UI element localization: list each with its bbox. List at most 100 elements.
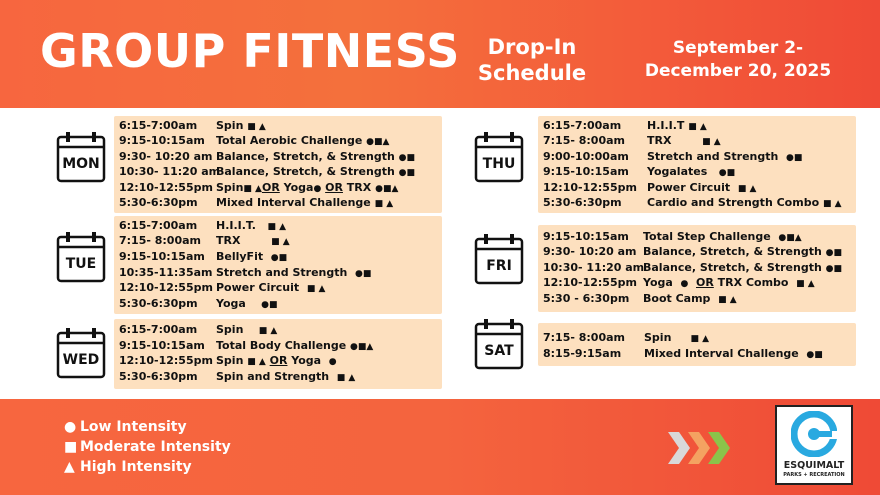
schedule-line: Schedule — [477, 61, 587, 85]
legend-label: High Intensity — [80, 459, 192, 475]
intensity-legend: ● Low Intensity ■ Moderate Intensity ▲ High… — [64, 417, 231, 477]
class-time: 9:15-10:15am — [119, 134, 205, 147]
date-range: September 2- December 20, 2025 — [632, 37, 844, 83]
class-time: 7:15- 8:00am — [543, 134, 626, 147]
day-label: WED — [62, 352, 100, 368]
class-name: Power Circuit ■ ▲ — [216, 281, 326, 294]
calendar-icon: SAT — [474, 318, 524, 370]
logo-subtitle: PARKS + RECREATION — [783, 472, 845, 478]
class-name: Mixed Interval Challenge ●■ — [644, 347, 823, 360]
class-name: Stretch and Strength ●■ — [216, 266, 372, 279]
class-time: 9:30- 10:20 am — [543, 245, 637, 258]
schedule-box-fri: 9:15-10:15am Total Step Challenge ●■▲ 9:3… — [538, 225, 856, 312]
class-time: 12:10-12:55pm — [543, 181, 637, 194]
calendar-icon: FRI — [474, 233, 524, 285]
class-name: Yoga ● OR TRX Combo ■ ▲ — [643, 276, 815, 289]
schedule-box-sat: 7:15- 8:00am Spin ■ ▲ 8:15-9:15am Mixed In… — [538, 323, 856, 366]
schedule-box-tue: 6:15-7:00am H.I.I.T. ■ ▲ 7:15- 8:00am TRX … — [114, 216, 442, 314]
class-name: Spin ■ ▲ — [644, 331, 710, 344]
class-name: Balance, Stretch, & Strength ●■ — [216, 150, 415, 163]
class-time: 5:30 - 6:30pm — [543, 292, 630, 305]
class-time: 9:30- 10:20 am — [119, 150, 213, 163]
legend-high: ▲ High Intensity — [64, 457, 231, 477]
class-time: 5:30-6:30pm — [119, 370, 198, 383]
class-time: 6:15-7:00am — [119, 119, 198, 132]
schedule-box-thu: 6:15-7:00am H.I.I.T ■ ▲ 7:15- 8:00am TRX ■… — [538, 116, 856, 213]
class-name: Yoga ●■ — [216, 297, 278, 310]
class-time: 9:15-10:15am — [119, 339, 205, 352]
class-time: 7:15- 8:00am — [119, 234, 202, 247]
class-time: 5:30-6:30pm — [543, 196, 622, 209]
class-time: 9:15-10:15am — [119, 250, 205, 263]
class-name: Mixed Interval Challenge ■ ▲ — [216, 196, 394, 209]
class-time: 12:10-12:55pm — [119, 181, 213, 194]
page-title: GROUP FITNESS — [40, 24, 460, 78]
day-label: MON — [62, 156, 100, 172]
class-time: 9:15-10:15am — [543, 165, 629, 178]
class-time: 6:15-7:00am — [119, 323, 198, 336]
legend-label: Moderate Intensity — [80, 439, 231, 455]
class-time: 7:15- 8:00am — [543, 331, 626, 344]
schedule-box-wed: 6:15-7:00am Spin ■ ▲ 9:15-10:15am Total Bo… — [114, 319, 442, 389]
class-name: Spin and Strength ■ ▲ — [216, 370, 356, 383]
class-time: 6:15-7:00am — [119, 219, 198, 232]
calendar-icon: WED — [56, 327, 106, 379]
class-name: TRX ■ ▲ — [216, 234, 290, 247]
date-end: December 20, 2025 — [644, 61, 832, 81]
dropin-line: Drop-In — [487, 35, 577, 59]
class-name: Balance, Stretch, & Strength ●■ — [643, 245, 842, 258]
date-start: September 2- — [672, 38, 804, 58]
class-time: 9:00-10:00am — [543, 150, 629, 163]
day-label: TUE — [65, 256, 97, 272]
class-name: Balance, Stretch, & Strength ●■ — [643, 261, 842, 274]
circle-icon: ● — [64, 419, 77, 435]
class-time: 12:10-12:55pm — [119, 281, 213, 294]
class-time: 5:30-6:30pm — [119, 196, 198, 209]
class-name: Spin ■ ▲ OR Yoga ● — [216, 354, 337, 367]
class-name: Cardio and Strength Combo ■ ▲ — [647, 196, 842, 209]
class-name: TRX ■ ▲ — [647, 134, 721, 147]
class-name: Total Aerobic Challenge ●■▲ — [216, 134, 390, 147]
esquimalt-logo: ESQUIMALT PARKS + RECREATION — [775, 405, 853, 485]
logo-name: ESQUIMALT — [783, 460, 845, 471]
class-name: Spin ■ ▲ — [216, 119, 266, 132]
class-name: Total Step Challenge ●■▲ — [643, 230, 802, 243]
class-name: Stretch and Strength ●■ — [647, 150, 803, 163]
triangle-icon: ▲ — [64, 459, 75, 475]
class-time: 12:10-12:55pm — [119, 354, 213, 367]
day-label: FRI — [486, 258, 512, 274]
day-label: THU — [482, 156, 516, 172]
class-name: H.I.I.T ■ ▲ — [647, 119, 707, 132]
day-label: SAT — [484, 343, 514, 359]
class-name: Spin■ ▲OR Yoga● OR TRX ●■▲ — [216, 181, 399, 194]
class-time: 6:15-7:00am — [543, 119, 622, 132]
calendar-icon: THU — [474, 131, 524, 183]
class-name: H.I.I.T. ■ ▲ — [216, 219, 286, 232]
footer-banner: ● Low Intensity ■ Moderate Intensity ▲ High… — [0, 399, 880, 495]
class-time: 10:30- 11:20 am — [543, 261, 645, 274]
class-time: 9:15-10:15am — [543, 230, 629, 243]
esquimalt-e-icon — [791, 411, 837, 457]
class-time: 10:30- 11:20 am — [119, 165, 221, 178]
class-name: Balance, Stretch, & Strength ●■ — [216, 165, 415, 178]
chevron-arrows-icon — [668, 432, 730, 464]
class-time: 8:15-9:15am — [543, 347, 622, 360]
header-banner: GROUP FITNESS Drop-In Schedule September… — [0, 0, 880, 108]
class-name: Boot Camp ■ ▲ — [643, 292, 737, 305]
dropin-schedule-label: Drop-In Schedule — [466, 34, 598, 86]
class-time: 10:35-11:35am — [119, 266, 213, 279]
calendar-icon: TUE — [56, 231, 106, 283]
class-name: Spin ■ ▲ — [216, 323, 278, 336]
class-name: Total Body Challenge ●■▲ — [216, 339, 374, 352]
class-time: 12:10-12:55pm — [543, 276, 637, 289]
class-name: BellyFit ●■ — [216, 250, 288, 263]
legend-label: Low Intensity — [80, 419, 187, 435]
legend-low: ● Low Intensity — [64, 417, 231, 437]
class-name: Power Circuit ■ ▲ — [647, 181, 757, 194]
square-icon: ■ — [64, 439, 78, 455]
class-time: 5:30-6:30pm — [119, 297, 198, 310]
legend-moderate: ■ Moderate Intensity — [64, 437, 231, 457]
schedule-box-mon: 6:15-7:00am Spin ■ ▲ 9:15-10:15am Total Ae… — [114, 116, 442, 213]
calendar-icon: MON — [56, 131, 106, 183]
class-name: Yogalates ●■ — [647, 165, 736, 178]
